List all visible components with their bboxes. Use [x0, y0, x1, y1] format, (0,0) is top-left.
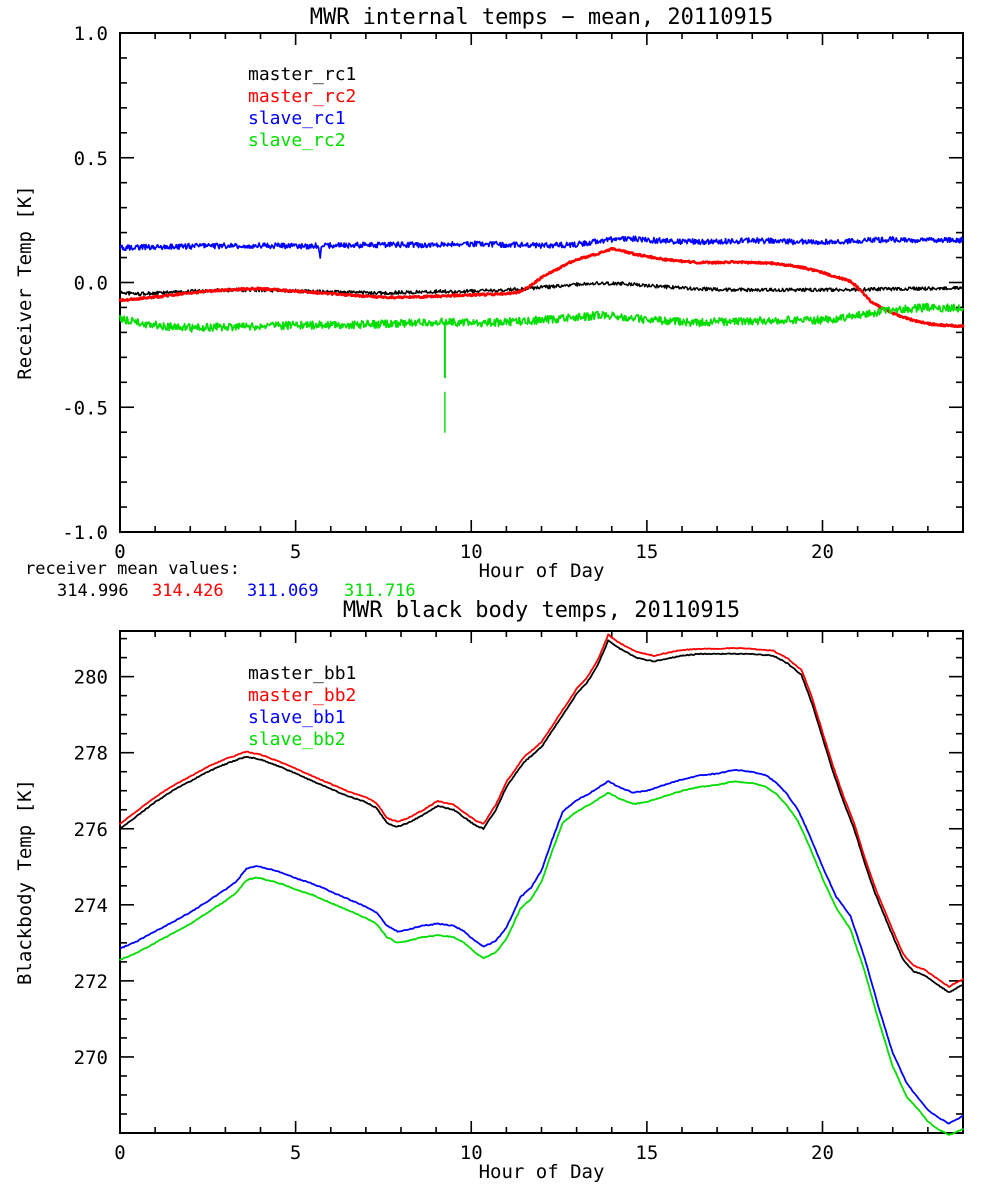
chart-title: MWR black body temps, 20110915	[343, 598, 740, 623]
y-axis-label: Blackbody Temp [K]	[14, 779, 36, 985]
legend-item-slave_rc2: slave_rc2	[248, 130, 346, 151]
x-tick-label: 0	[114, 1142, 125, 1164]
legend-item-master_bb1: master_bb1	[248, 663, 356, 684]
y-tick-label: 278	[74, 743, 108, 765]
plot-box	[119, 32, 964, 533]
x-tick-label: 20	[811, 541, 834, 563]
receiver-mean-value-master-rc1: 314.996	[57, 581, 129, 601]
series-slave_rc1	[119, 235, 964, 259]
series-slave_bb1	[119, 769, 964, 1125]
receiver-mean-value-slave-rc1: 311.069	[247, 581, 319, 601]
series-master_rc2	[118, 247, 965, 329]
x-tick-label: 10	[460, 1142, 483, 1164]
series-master_bb2	[119, 633, 964, 988]
series-slave_rc2	[119, 302, 964, 333]
y-axis-label: Receiver Temp [K]	[14, 185, 36, 379]
x-tick-label: 20	[811, 1142, 834, 1164]
chart-1	[119, 630, 964, 1136]
y-tick-label: 276	[74, 819, 108, 841]
x-tick-label: 5	[290, 1142, 301, 1164]
x-tick-label: 15	[635, 1142, 658, 1164]
y-tick-label: 274	[74, 895, 108, 917]
legend-item-slave_rc1: slave_rc1	[248, 108, 346, 129]
x-axis-label: Hour of Day	[479, 1161, 605, 1183]
chart-0	[118, 32, 965, 533]
chart-title: MWR internal temps − mean, 20110915	[310, 5, 774, 30]
receiver-mean-value-master-rc2: 314.426	[152, 581, 224, 601]
x-tick-label: 15	[635, 541, 658, 563]
y-tick-label: 272	[74, 971, 108, 993]
receiver-mean-value-slave-rc2: 311.716	[344, 581, 416, 601]
y-tick-label: 280	[74, 667, 108, 689]
y-tick-label: 0.5	[74, 148, 108, 170]
series-slave_bb2	[119, 780, 964, 1136]
y-tick-label: -1.0	[62, 522, 108, 544]
legend-item-master_rc1: master_rc1	[248, 64, 356, 85]
y-tick-label: 1.0	[74, 23, 108, 45]
x-tick-label: 0	[114, 541, 125, 563]
legend-item-slave_bb2: slave_bb2	[248, 729, 346, 750]
legend-item-master_rc2: master_rc2	[248, 86, 356, 107]
legend-item-slave_bb1: slave_bb1	[248, 707, 346, 728]
legend-item-master_bb2: master_bb2	[248, 685, 356, 706]
x-axis-label: Hour of Day	[479, 560, 605, 582]
receiver-mean-values-label: receiver mean values:	[25, 559, 240, 579]
y-tick-label: 0.0	[74, 273, 108, 295]
series-master_bb1	[119, 639, 964, 993]
x-tick-label: 5	[290, 541, 301, 563]
y-tick-label: -0.5	[62, 397, 108, 419]
x-tick-label: 10	[460, 541, 483, 563]
y-tick-label: 270	[74, 1047, 108, 1069]
